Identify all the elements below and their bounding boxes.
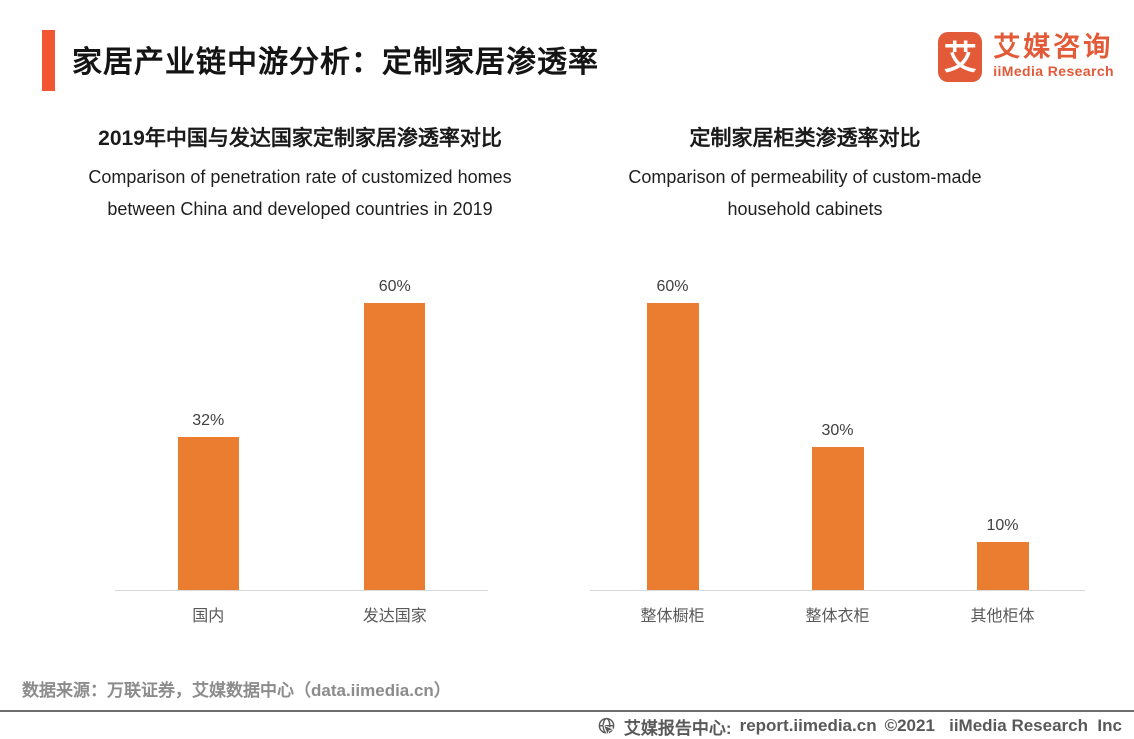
iimedia-logo: 艾 艾媒咨询 iiMedia Research [938, 32, 1114, 82]
bar-value-label: 10% [986, 517, 1019, 534]
data-source-note: 数据来源：万联证券，艾媒数据中心（data.iimedia.cn） [22, 681, 451, 700]
iimedia-logo-icon: 艾 [938, 32, 983, 82]
x-axis: 国内 发达国家 [115, 590, 488, 626]
copyright-text: ©2021 iiMedia Research Inc [884, 716, 1122, 735]
chart-subtitle-en: Comparison of penetration rate of custom… [30, 161, 570, 225]
bar [976, 542, 1029, 590]
x-axis: 整体橱柜 整体衣柜 其他柜体 [590, 590, 1085, 626]
category-label: 整体橱柜 [640, 608, 705, 625]
chart-subtitle-en: Comparison of permeability of custom-mad… [533, 161, 1077, 225]
bar-column: 60% [590, 278, 755, 590]
bar-column: 32% [115, 412, 302, 590]
bar-plot-area: 32% 60% [30, 260, 570, 590]
bar-plot-area: 60% 30% 10% [580, 260, 1124, 590]
category-label: 发达国家 [362, 608, 427, 625]
category-label: 国内 [192, 608, 225, 625]
title-accent-bar [42, 30, 55, 91]
bar [177, 437, 239, 590]
bar [811, 447, 864, 590]
chart-cabinet-penetration: 定制家居柜类渗透率对比 Comparison of permeability o… [580, 118, 1124, 626]
logo-name-en: iiMedia Research [993, 63, 1114, 79]
category-label: 整体衣柜 [805, 608, 870, 625]
chart-title-cn: 2019年中国与发达国家定制家居渗透率对比 [98, 127, 502, 150]
chart-subtitle-line: between China and developed countries in… [107, 199, 493, 219]
report-center-url: report.iimedia.cn [739, 716, 877, 735]
bar [646, 303, 699, 590]
chart-subtitle-line: Comparison of penetration rate of custom… [88, 167, 512, 187]
bar-value-label: 32% [192, 412, 225, 429]
footer-bar: 艾媒报告中心: report.iimedia.cn ©2021 iiMedia Re… [597, 715, 1122, 738]
bar-column: 30% [755, 422, 920, 590]
bar-value-label: 30% [821, 422, 854, 439]
bar-value-label: 60% [656, 278, 689, 295]
bar [364, 303, 426, 590]
logo-text: 艾媒咨询 iiMedia Research [993, 32, 1114, 79]
footer-divider [0, 710, 1134, 712]
bar-column: 60% [302, 278, 489, 590]
logo-name-cn: 艾媒咨询 [993, 32, 1114, 62]
page-title: 家居产业链中游分析：定制家居渗透率 [72, 46, 599, 79]
bar-column: 10% [920, 517, 1085, 590]
chart-title-cn: 定制家居柜类渗透率对比 [689, 127, 921, 150]
category-label: 其他柜体 [970, 608, 1035, 625]
bar-value-label: 60% [378, 278, 411, 295]
chart-subtitle-line: household cabinets [727, 199, 883, 219]
logo-glyph: 艾 [943, 38, 977, 76]
report-center-label: 艾媒报告中心: [623, 718, 732, 738]
chart-subtitle-line: Comparison of permeability of custom-mad… [628, 167, 982, 187]
globe-cursor-icon [598, 717, 615, 736]
chart-penetration-china-vs-developed: 2019年中国与发达国家定制家居渗透率对比 Comparison of pene… [30, 118, 570, 626]
